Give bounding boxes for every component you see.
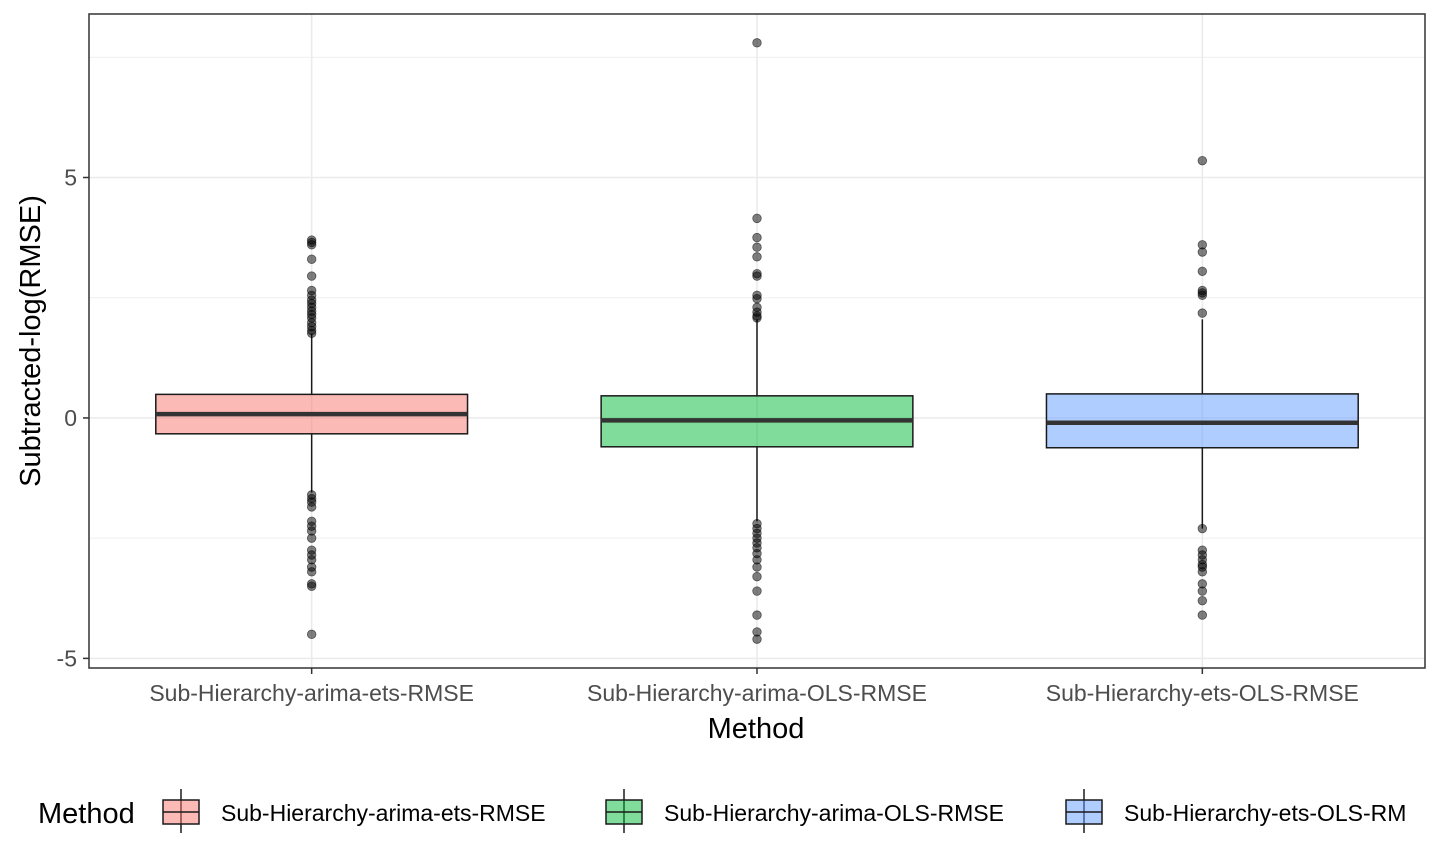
legend-title: Method: [38, 798, 135, 830]
box-group: [155, 235, 469, 640]
outlier-point: [306, 567, 317, 577]
outlier-point: [752, 313, 762, 323]
box-group: [1045, 155, 1359, 620]
outlier-point: [1197, 247, 1208, 257]
outlier-point: [306, 581, 317, 591]
outlier-point: [752, 586, 762, 596]
x-tick-label: Sub-Hierarchy-arima-ets-RMSE: [149, 680, 474, 706]
outlier-point: [1197, 308, 1208, 318]
outlier-point: [1197, 290, 1208, 301]
outlier-point: [1197, 586, 1208, 596]
outlier-point: [1197, 610, 1208, 620]
outlier-point: [1197, 595, 1208, 606]
x-tick-label: Sub-Hierarchy-ets-OLS-RMSE: [1046, 680, 1359, 706]
outlier-point: [752, 634, 762, 644]
legend-item: Sub-Hierarchy-arima-OLS-RMSE: [605, 789, 1004, 833]
outlier-point: [1197, 523, 1208, 534]
outlier-point: [752, 271, 762, 281]
y-axis-title: Subtracted-log(RMSE): [15, 195, 47, 487]
outlier-point: [306, 328, 317, 339]
outlier-point: [752, 571, 762, 582]
legend-label: Sub-Hierarchy-arima-OLS-RMSE: [664, 800, 1004, 826]
x-axis-title: Method: [708, 713, 805, 745]
x-tick-label: Sub-Hierarchy-arima-OLS-RMSE: [587, 680, 927, 706]
outlier-point: [752, 38, 762, 48]
outlier-point: [306, 254, 317, 264]
outlier-point: [752, 232, 762, 243]
outlier-point: [752, 562, 762, 572]
legend-item: Sub-Hierarchy-ets-OLS-RM: [1065, 789, 1406, 833]
outlier-point: [752, 213, 762, 224]
legend-label: Sub-Hierarchy-arima-ets-RMSE: [221, 800, 546, 826]
outlier-point: [752, 610, 762, 620]
boxes: [155, 38, 1359, 644]
outlier-point: [306, 629, 317, 640]
outlier-point: [752, 252, 762, 262]
outlier-point: [306, 533, 317, 543]
box-group: [600, 38, 914, 644]
legend: Method Sub-Hierarchy-arima-ets-RMSE Sub-H…: [38, 789, 1406, 833]
outlier-point: [306, 271, 317, 281]
legend-item: Sub-Hierarchy-arima-ets-RMSE: [162, 789, 546, 833]
outlier-point: [1197, 567, 1208, 577]
x-axis: Sub-Hierarchy-arima-ets-RMSE Sub-Hierarch…: [149, 668, 1359, 706]
outlier-point: [306, 502, 317, 512]
outlier-point: [306, 240, 317, 250]
outlier-point: [752, 242, 762, 252]
legend-label: Sub-Hierarchy-ets-OLS-RM: [1124, 800, 1406, 826]
outlier-point: [1197, 155, 1208, 166]
y-tick-label: 0: [64, 405, 77, 431]
y-tick-label: -5: [57, 645, 77, 671]
outlier-point: [752, 293, 762, 304]
y-tick-label: 5: [64, 165, 77, 191]
y-axis: -5 0 5: [57, 165, 89, 671]
outlier-point: [1197, 266, 1208, 276]
